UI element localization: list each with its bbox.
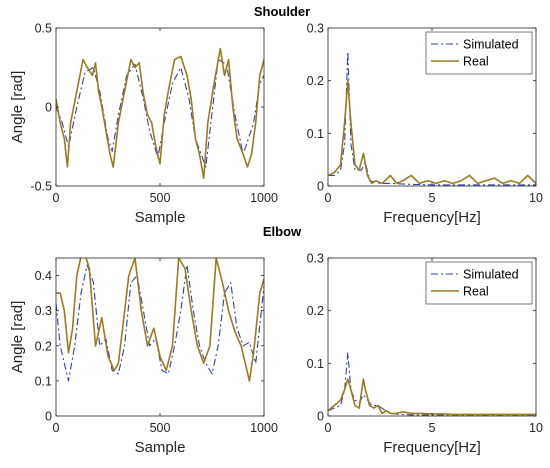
y-tick-label: 0.2 (35, 339, 52, 353)
y-tick-label: 0.1 (307, 127, 324, 141)
y-tick-label: 0.2 (307, 304, 324, 318)
legend-label-simulated: Simulated (463, 38, 519, 52)
x-tick-label: 10 (529, 191, 543, 205)
elbow-title: Elbow (263, 224, 302, 239)
series-line-real (328, 378, 536, 416)
y-tick-label: 0.3 (307, 22, 324, 36)
x-tick-label: 500 (150, 421, 171, 435)
x-tick-label: 10 (529, 421, 543, 435)
y-tick-label: 0 (317, 180, 324, 194)
y-tick-label: 0.5 (35, 22, 52, 36)
legend-box (425, 261, 533, 305)
y-tick-label: 0.1 (35, 374, 52, 388)
legend-label-simulated: Simulated (463, 268, 519, 282)
x-tick-label: 1000 (250, 421, 278, 435)
x-axis-label: Frequency[Hz] (383, 209, 481, 226)
x-tick-label: 1000 (250, 191, 278, 205)
shoulder-frequency-plot: 0 5 10 0 0.1 0.2 0.3 Frequency[Hz] Simulated Real (307, 22, 543, 227)
legend: Simulated Real (425, 261, 533, 305)
series-line-real (56, 47, 264, 179)
elbow-time-plot: 0 500 1000 0 0.1 0.2 0.3 0.4 Sample Angle [rad] (9, 257, 278, 456)
x-axis-label: Sample (135, 209, 186, 226)
axes-box (55, 257, 265, 417)
elbow-frequency-plot: 0 5 10 0 0.1 0.2 0.3 Frequency[Hz] Simulated Real (307, 252, 543, 457)
y-tick-label: 0.3 (307, 252, 324, 266)
series-line-simulated (56, 264, 264, 382)
x-tick-label: 0 (325, 421, 332, 435)
y-tick-label: 0.3 (35, 304, 52, 318)
series-line-real (328, 79, 536, 185)
y-axis-label: Angle [rad] (9, 71, 26, 144)
x-tick-label: 5 (429, 421, 436, 435)
series-line-simulated (56, 59, 264, 168)
legend-box (425, 31, 533, 75)
y-tick-label: -0.5 (30, 180, 52, 194)
x-tick-label: 0 (53, 191, 60, 205)
x-tick-label: 0 (325, 191, 332, 205)
x-tick-label: 5 (429, 191, 436, 205)
legend-label-real: Real (463, 285, 489, 299)
legend: Simulated Real (425, 31, 533, 75)
shoulder-title: Shoulder (254, 4, 310, 19)
y-tick-label: 0.4 (35, 269, 52, 283)
x-axis-label: Sample (135, 439, 186, 456)
y-tick-label: 0 (317, 410, 324, 424)
legend-label-real: Real (463, 55, 489, 69)
y-tick-label: 0.1 (307, 357, 324, 371)
x-axis-label: Frequency[Hz] (383, 439, 481, 456)
y-tick-label: 0 (45, 101, 52, 115)
series-line-real (56, 258, 264, 382)
y-tick-label: 0 (45, 410, 52, 424)
y-axis-label: Angle [rad] (9, 301, 26, 374)
x-tick-label: 0 (53, 421, 60, 435)
x-tick-label: 500 (150, 191, 171, 205)
y-tick-label: 0.2 (307, 74, 324, 88)
